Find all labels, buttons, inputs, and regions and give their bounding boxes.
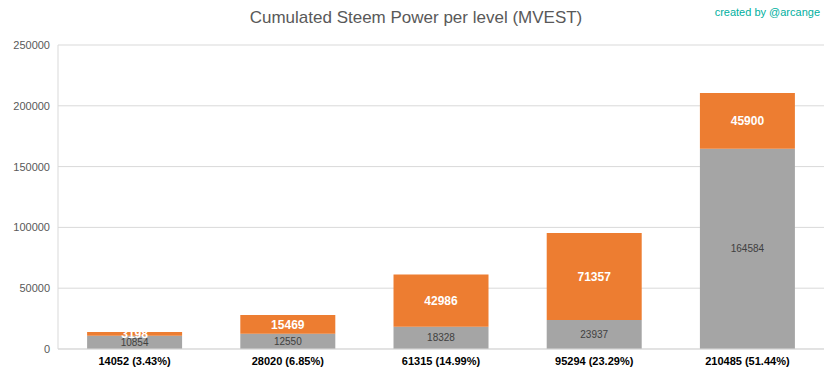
- svg-text:42986: 42986: [424, 294, 458, 308]
- svg-text:61315 (14.99%): 61315 (14.99%): [402, 355, 481, 367]
- svg-text:10854: 10854: [120, 337, 149, 348]
- svg-text:200000: 200000: [13, 100, 50, 112]
- svg-text:23937: 23937: [580, 329, 608, 340]
- html-text:created by @arcange: created by @arcange: [714, 6, 820, 18]
- svg-text:3198: 3198: [121, 327, 148, 341]
- svg-text:14052 (3.43%): 14052 (3.43%): [99, 355, 171, 367]
- svg-text:28020 (6.85%): 28020 (6.85%): [252, 355, 324, 367]
- svg-text:164584: 164584: [731, 243, 765, 254]
- svg-text:210485 (51.44%): 210485 (51.44%): [705, 355, 790, 367]
- svg-text:100000: 100000: [13, 221, 50, 233]
- svg-text:15469: 15469: [271, 318, 305, 332]
- svg-text:12550: 12550: [274, 336, 302, 347]
- svg-text:0: 0: [44, 343, 50, 355]
- svg-text:95294 (23.29%): 95294 (23.29%): [555, 355, 634, 367]
- svg-text:45900: 45900: [731, 114, 765, 128]
- svg-text:71357: 71357: [578, 270, 612, 284]
- svg-text:250000: 250000: [13, 39, 50, 51]
- svg-text:150000: 150000: [13, 161, 50, 173]
- svg-text:18328: 18328: [427, 332, 455, 343]
- svg-text:50000: 50000: [19, 282, 50, 294]
- html-text:Cumulated Steem Power per leve: Cumulated Steem Power per level (MVEST): [249, 8, 583, 27]
